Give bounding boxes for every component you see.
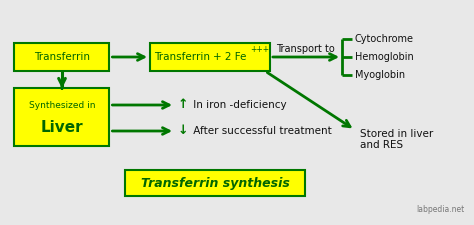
- Text: In iron -deficiency: In iron -deficiency: [190, 100, 287, 110]
- FancyBboxPatch shape: [150, 43, 270, 71]
- Text: Transport to: Transport to: [275, 44, 334, 54]
- Text: Hemoglobin: Hemoglobin: [355, 52, 414, 62]
- Text: labpedia.net: labpedia.net: [417, 205, 465, 214]
- Text: +++: +++: [250, 45, 270, 54]
- Text: and RES: and RES: [360, 140, 403, 150]
- Text: ↓: ↓: [178, 124, 189, 137]
- Text: Stored in liver: Stored in liver: [360, 129, 433, 139]
- Text: Cytochrome: Cytochrome: [355, 34, 414, 44]
- FancyBboxPatch shape: [125, 170, 305, 196]
- FancyBboxPatch shape: [15, 88, 109, 146]
- Text: Liver: Liver: [41, 119, 83, 135]
- Text: + 2 Fe: + 2 Fe: [213, 52, 246, 62]
- Text: Myoglobin: Myoglobin: [355, 70, 405, 80]
- Text: Synthesized in: Synthesized in: [29, 101, 95, 110]
- Text: ↑: ↑: [178, 99, 189, 112]
- Text: After successful treatment: After successful treatment: [190, 126, 332, 136]
- FancyBboxPatch shape: [15, 43, 109, 71]
- Text: Transferrin synthesis: Transferrin synthesis: [141, 176, 290, 189]
- Text: Transferrin: Transferrin: [34, 52, 90, 62]
- Text: Transferrin: Transferrin: [154, 52, 210, 62]
